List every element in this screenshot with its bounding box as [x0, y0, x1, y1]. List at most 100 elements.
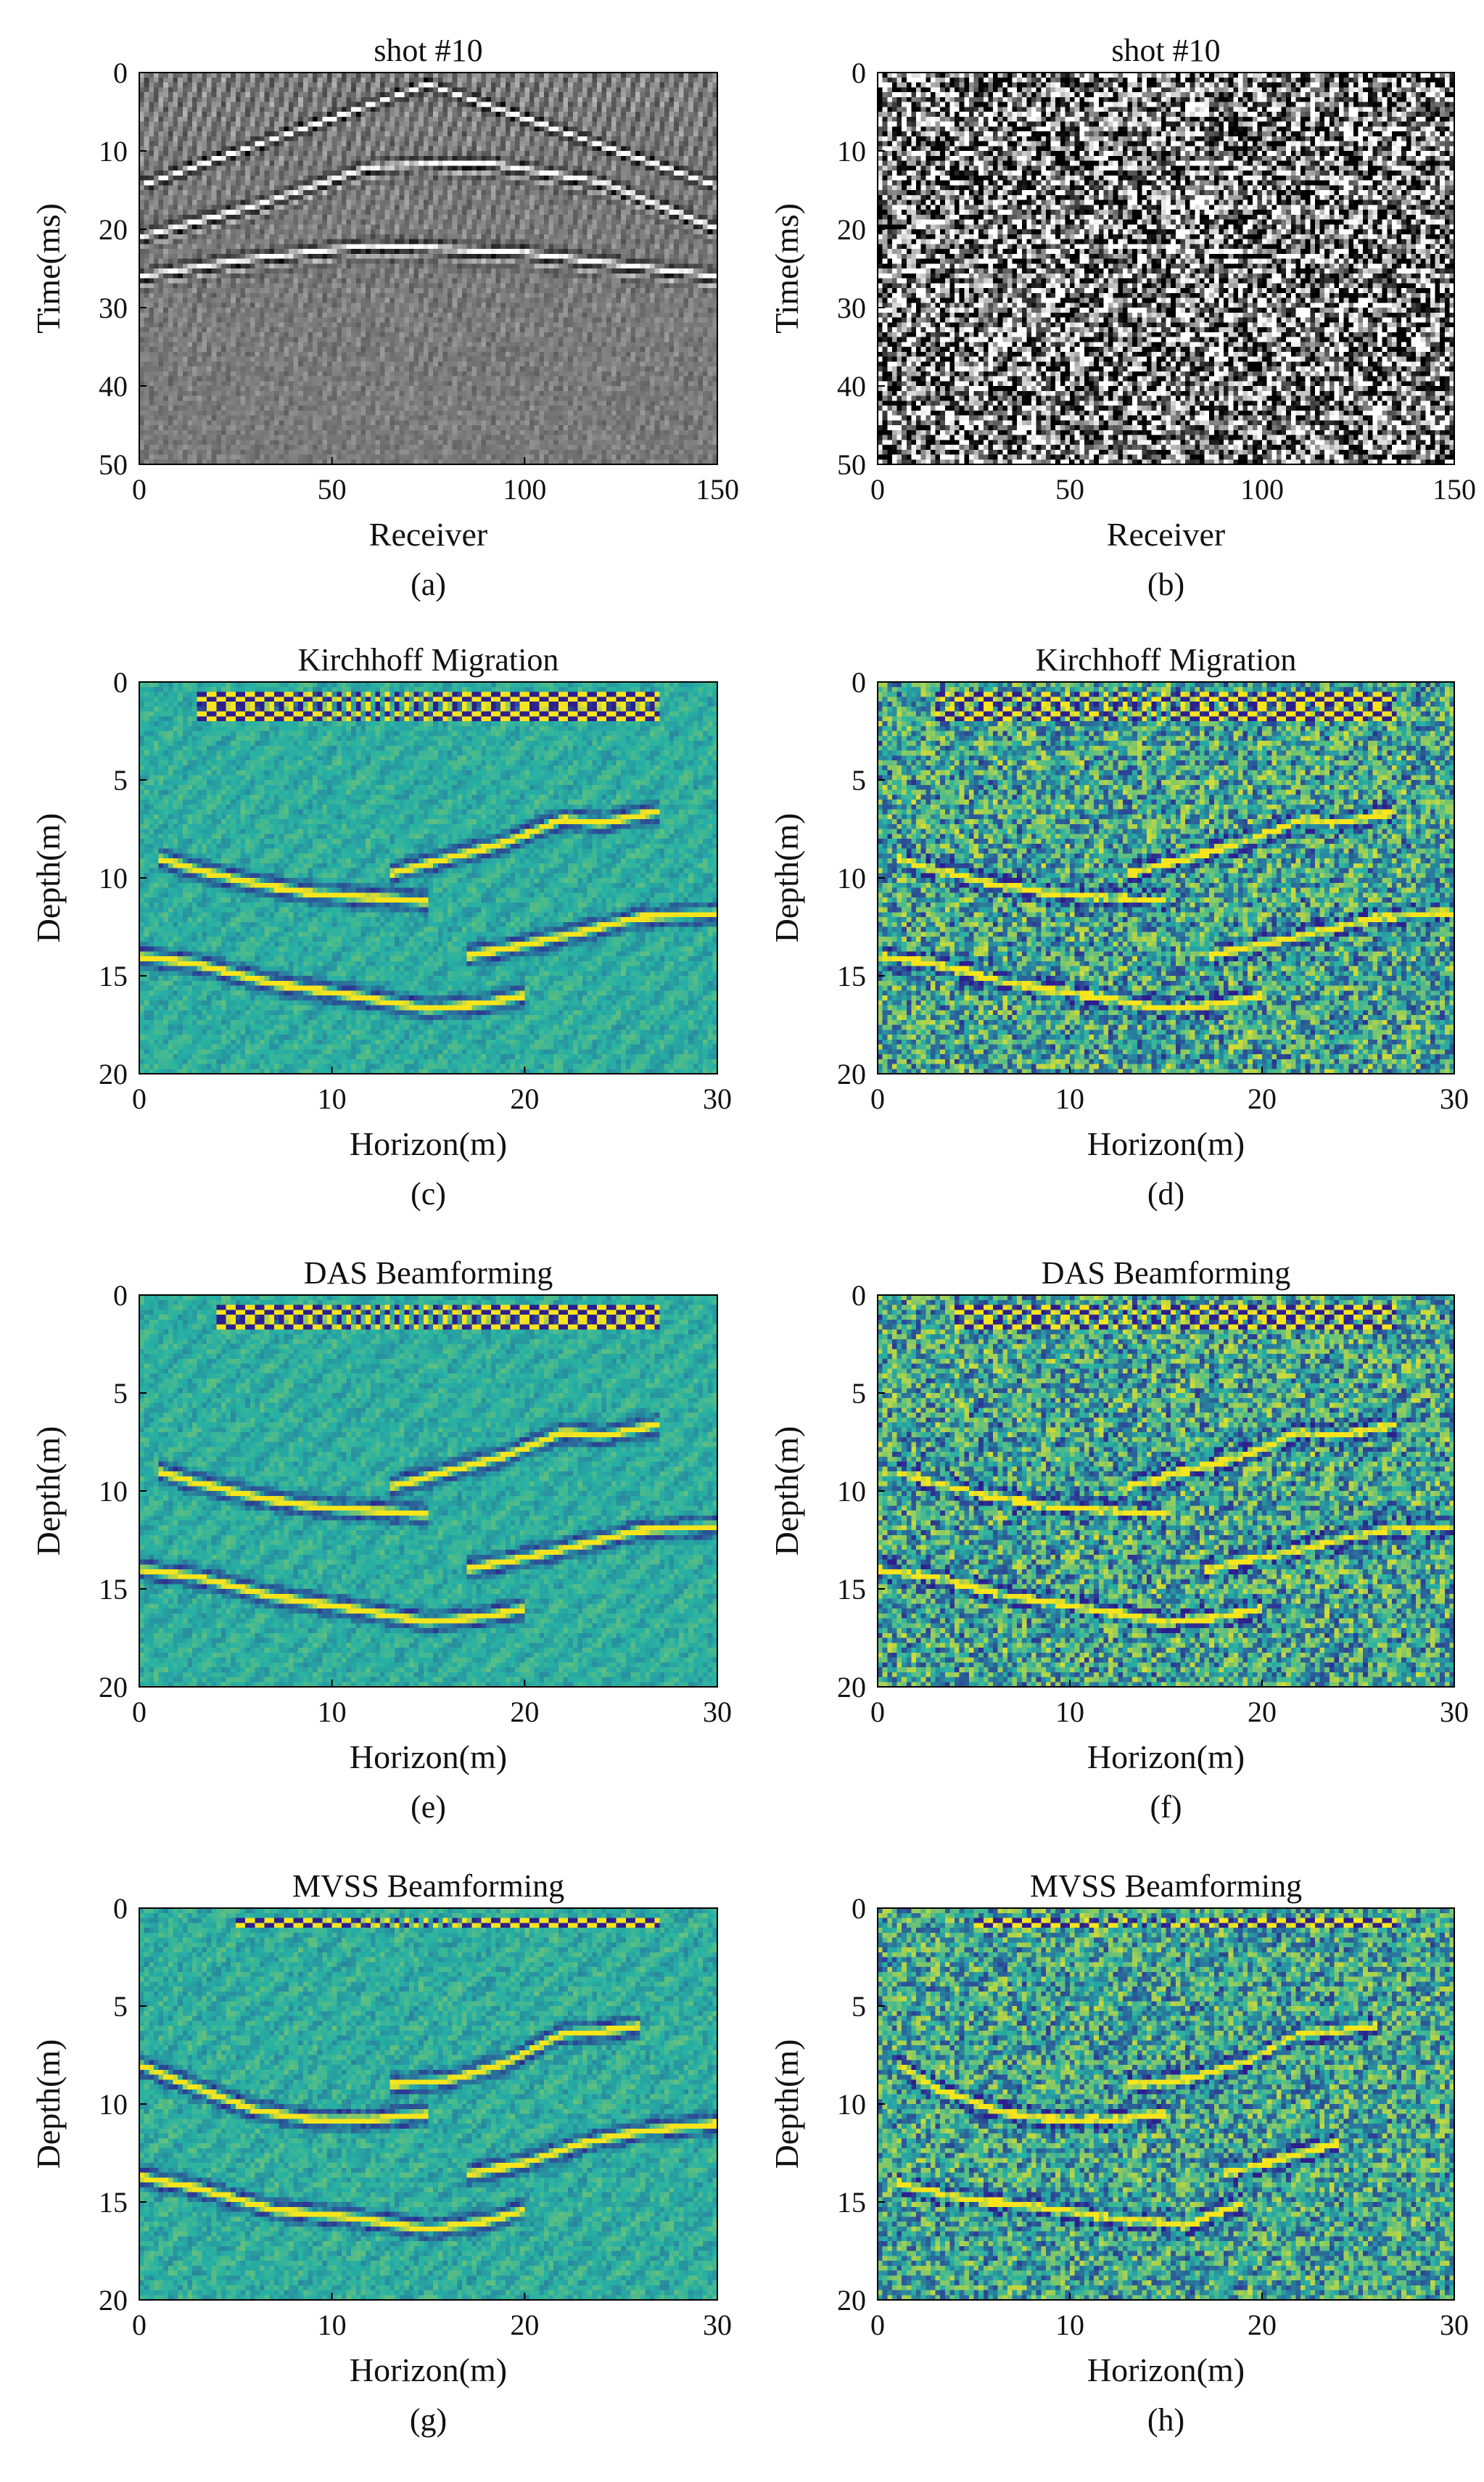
- heatmap-cell: [385, 73, 390, 78]
- heatmap-cell: [669, 83, 675, 88]
- heatmap-cell: [477, 78, 482, 83]
- heatmap-cell: [640, 78, 646, 83]
- heatmap-cell: [592, 83, 597, 88]
- heatmap-cell: [708, 73, 713, 78]
- heatmap-cell: [703, 73, 708, 78]
- heatmap-cell: [419, 83, 424, 88]
- heatmap-cell: [659, 83, 664, 88]
- heatmap-cell: [351, 73, 356, 78]
- heatmap-cell: [187, 83, 192, 88]
- heatmap-cell: [245, 73, 250, 78]
- heatmap-cell: [389, 83, 395, 88]
- heatmap-cell: [573, 78, 578, 83]
- heatmap-cell: [515, 83, 520, 88]
- heatmap-cell: [380, 73, 385, 78]
- heatmap-cell: [409, 83, 414, 88]
- heatmap-cell: [688, 83, 693, 88]
- heatmap-cell: [442, 73, 448, 78]
- heatmap-cell: [163, 73, 168, 78]
- heatmap-cell: [414, 73, 419, 78]
- heatmap-cell: [139, 78, 144, 83]
- heatmap-cell: [640, 73, 646, 78]
- heatmap-cell: [303, 83, 308, 88]
- heatmap-cell: [351, 83, 356, 88]
- heatmap-cell: [495, 78, 500, 83]
- heatmap-cell: [539, 83, 544, 88]
- heatmap-cell: [351, 78, 356, 83]
- heatmap-cell: [159, 83, 164, 88]
- heatmap-cell: [318, 73, 323, 78]
- heatmap-cell: [318, 78, 323, 83]
- heatmap-cell: [327, 73, 332, 78]
- heatmap-cell: [236, 87, 241, 92]
- heatmap-cell: [173, 78, 178, 83]
- heatmap-cell: [202, 73, 207, 78]
- heatmap-cell: [178, 73, 183, 78]
- heatmap-cell: [442, 83, 448, 88]
- heatmap-cell: [284, 83, 289, 88]
- heatmap-cell: [549, 73, 554, 78]
- heatmap-cell: [597, 78, 602, 83]
- heatmap-cell: [284, 87, 289, 92]
- heatmap-cell: [588, 73, 593, 78]
- heatmap-cell: [183, 73, 188, 78]
- heatmap-cell: [520, 83, 525, 88]
- heatmap-cell: [380, 83, 385, 88]
- heatmap-cell: [506, 78, 511, 83]
- heatmap-cell: [429, 73, 434, 78]
- heatmap-cell: [582, 78, 588, 83]
- heatmap-cell: [322, 83, 327, 88]
- heatmap-cell: [395, 73, 400, 78]
- heatmap-cell: [245, 83, 250, 88]
- heatmap-cell: [342, 73, 347, 78]
- heatmap-cell: [294, 78, 299, 83]
- heatmap-cell: [197, 78, 202, 83]
- heatmap-cell: [371, 78, 376, 83]
- heatmap-cell: [544, 83, 549, 88]
- heatmap-cell: [356, 78, 361, 83]
- heatmap-cell: [515, 78, 520, 83]
- heatmap-cell: [231, 83, 236, 88]
- heatmap-cell: [510, 78, 515, 83]
- heatmap-cell: [154, 87, 159, 92]
- heatmap-cell: [389, 78, 395, 83]
- heatmap-cell: [212, 87, 217, 92]
- heatmap-cell: [260, 73, 265, 78]
- heatmap-cell: [414, 83, 419, 88]
- heatmap-cell: [640, 83, 646, 88]
- heatmap-cell: [568, 73, 573, 78]
- heatmap-cell: [477, 83, 482, 88]
- heatmap-cell: [482, 78, 487, 83]
- heatmap-cell: [342, 78, 347, 83]
- heatmap-cell: [409, 73, 414, 78]
- heatmap-cell: [606, 83, 611, 88]
- heatmap-cell: [337, 73, 342, 78]
- heatmap-cell: [626, 73, 631, 78]
- heatmap-cell: [568, 78, 573, 83]
- heatmap-cell: [510, 73, 515, 78]
- heatmap-cell: [645, 78, 650, 83]
- heatmap-cell: [626, 78, 631, 83]
- heatmap-cell: [457, 78, 462, 83]
- heatmap-cell: [221, 87, 226, 92]
- heatmap-cell: [471, 78, 477, 83]
- heatmap-cell: [674, 73, 679, 78]
- heatmap-cell: [385, 78, 390, 83]
- heatmap-cell: [260, 87, 265, 92]
- heatmap-cell: [322, 73, 327, 78]
- heatmap-cell: [535, 83, 540, 88]
- heatmap-cell: [414, 78, 419, 83]
- heatmap-cell: [588, 78, 593, 83]
- heatmap-cell: [298, 73, 303, 78]
- heatmap-cell: [274, 78, 279, 83]
- heatmap-cell: [395, 83, 400, 88]
- heatmap-cell: [178, 87, 183, 92]
- heatmap-cell: [207, 83, 212, 88]
- heatmap-cell: [212, 83, 217, 88]
- heatmap-cell: [269, 78, 274, 83]
- heatmap-cell: [486, 73, 491, 78]
- heatmap-cell: [236, 73, 241, 78]
- heatmap-cell: [611, 78, 617, 83]
- heatmap-cell: [611, 73, 617, 78]
- heatmap-cell: [347, 73, 352, 78]
